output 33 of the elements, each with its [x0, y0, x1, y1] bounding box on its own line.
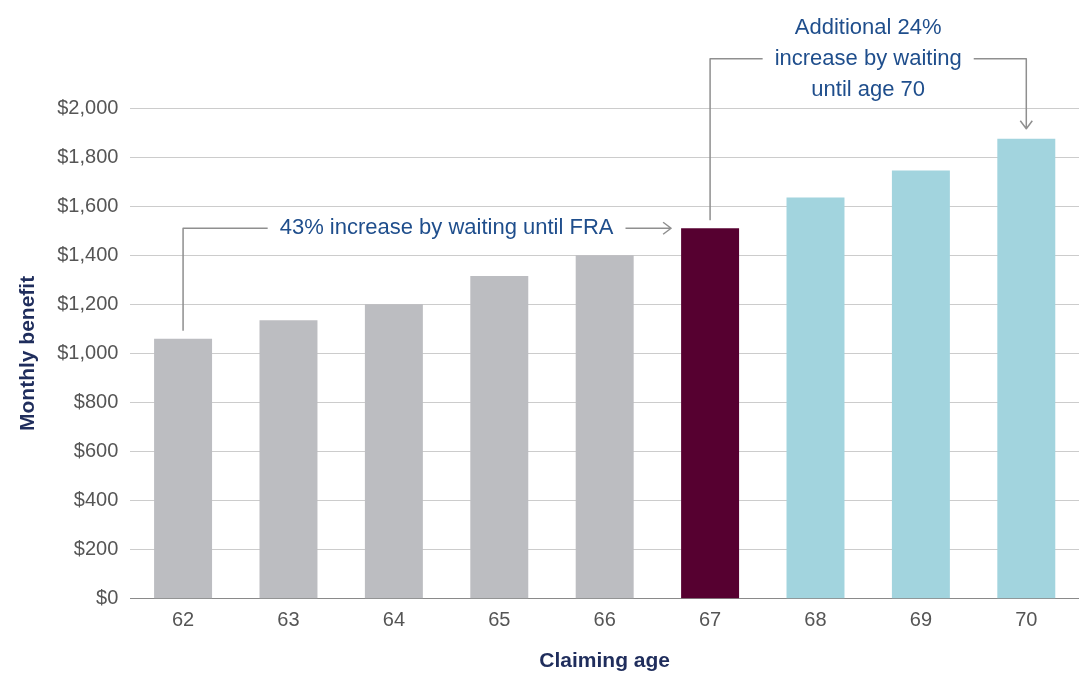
bar	[575, 255, 634, 599]
x-tick-label: 69	[909, 608, 933, 631]
y-tick-label: $1,400	[57, 242, 119, 265]
x-axis-title: Claiming age	[539, 648, 671, 672]
x-tick-label: 67	[698, 608, 722, 631]
x-tick-label: 70	[1015, 608, 1038, 631]
bar	[364, 304, 423, 599]
y-tick-label: $1,800	[57, 144, 119, 167]
y-tick-label: $400	[73, 488, 119, 511]
bar	[891, 170, 950, 599]
y-tick-label: $1,200	[57, 291, 119, 314]
y-tick-label: $800	[73, 390, 119, 412]
x-tick-label: 64	[382, 608, 405, 631]
bar	[154, 338, 213, 599]
bar	[997, 138, 1056, 599]
x-tick-label: 62	[171, 608, 195, 631]
x-tick-label: 63	[277, 608, 300, 631]
bar	[259, 320, 318, 599]
x-tick-label: 68	[804, 608, 827, 631]
x-tick-label: 66	[593, 608, 616, 631]
y-tick-label: $2,000	[57, 95, 119, 118]
y-tick-label: $200	[73, 537, 119, 560]
x-tick-label: 65	[488, 608, 511, 631]
y-tick-label: $1,000	[57, 340, 119, 363]
y-tick-label: $1,600	[57, 193, 119, 216]
text: Additional 24% increase by waiting until age 70	[774, 13, 962, 101]
y-axis-title: Monthly benefit	[15, 275, 39, 431]
bar	[786, 197, 845, 599]
annotation: 43% increase by waiting until FRA	[279, 214, 614, 240]
bar	[681, 228, 740, 599]
y-tick-label: $600	[73, 439, 119, 462]
y-tick-label: $0	[96, 586, 119, 609]
bar	[470, 276, 529, 599]
